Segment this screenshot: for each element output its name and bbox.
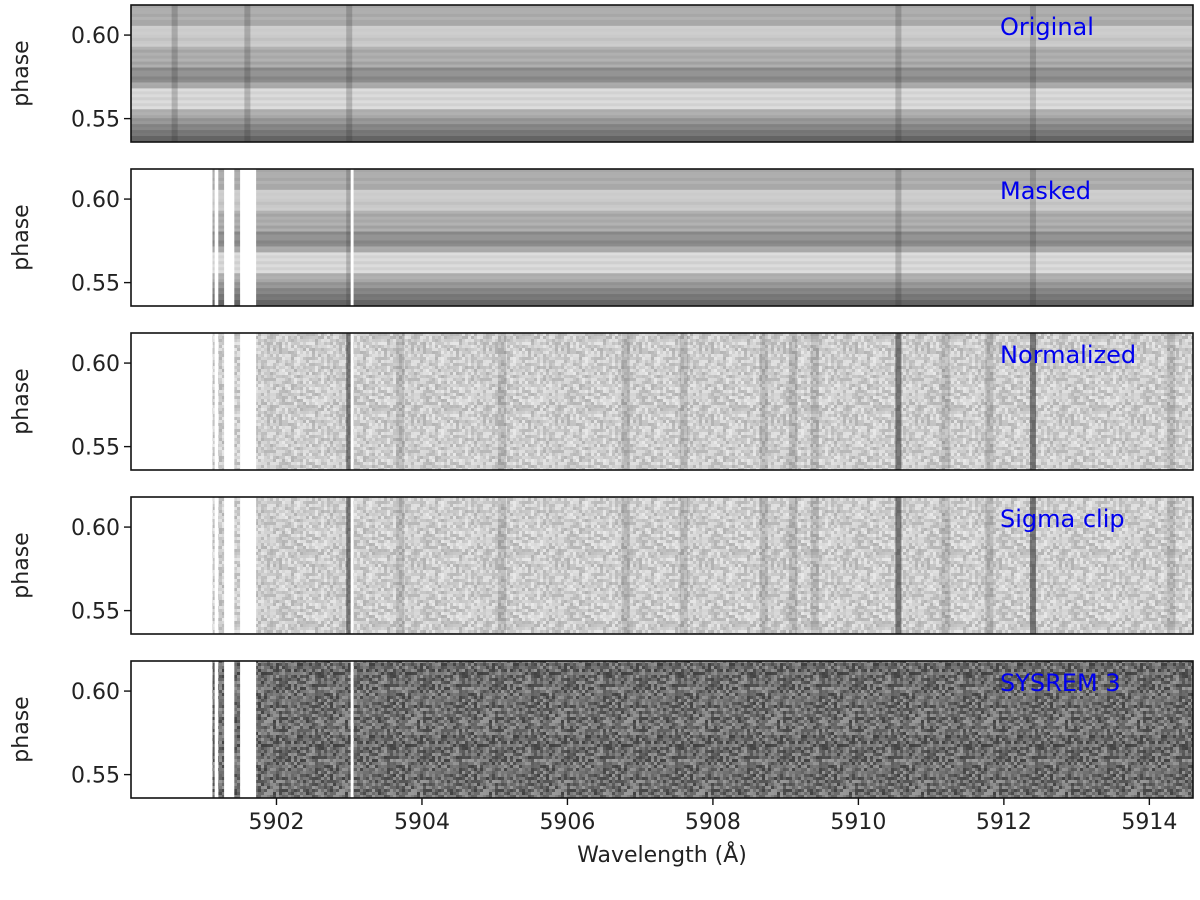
panel-label: Original (1000, 13, 1094, 41)
panel-frame (130, 660, 1194, 799)
y-tick-label: 0.60 (71, 680, 120, 705)
y-tick-label: 0.55 (71, 436, 120, 461)
y-tick-label: 0.55 (71, 764, 120, 789)
panel-normalized: 0.55 0.60 phase Normalized (9, 332, 1194, 471)
y-axis-label: phase (9, 40, 34, 106)
panels-layer: 0.55 0.60 phase Original 0.55 0.60 phase Masked… (9, 4, 1194, 799)
panel-image (131, 333, 1193, 470)
y-axis-label: phase (9, 532, 34, 598)
x-tick-label: 5908 (685, 810, 741, 835)
panel-frame (130, 332, 1194, 471)
panel-frame (130, 4, 1194, 143)
panel-image (131, 5, 1193, 142)
x-tick-label: 5902 (248, 810, 304, 835)
panel-label: Normalized (1000, 341, 1136, 369)
y-axis-label: phase (9, 696, 34, 762)
panel-frame (130, 168, 1194, 307)
x-axis: 5902 5904 5906 5908 5910 5912 5914 (248, 798, 1177, 835)
panel-sigma: 0.55 0.60 phase Sigma clip (9, 496, 1194, 635)
panel-image (131, 661, 1193, 798)
panel-frame (130, 496, 1194, 635)
panel-label: Sigma clip (1000, 505, 1125, 533)
panel-image (131, 169, 1193, 306)
panel-masked: 0.55 0.60 phase Masked (9, 168, 1194, 307)
panel-original: 0.55 0.60 phase Original (9, 4, 1194, 143)
panel-label: Masked (1000, 177, 1091, 205)
x-tick-label: 5910 (830, 810, 886, 835)
y-axis-label: phase (9, 204, 34, 270)
y-tick-label: 0.55 (71, 272, 120, 297)
y-tick-label: 0.60 (71, 516, 120, 541)
y-tick-label: 0.55 (71, 108, 120, 133)
y-tick-label: 0.60 (71, 24, 120, 49)
x-axis-label: Wavelength (Å) (577, 841, 747, 868)
x-tick-label: 5906 (539, 810, 595, 835)
x-tick-label: 5912 (976, 810, 1032, 835)
panel-image (131, 497, 1193, 634)
y-tick-label: 0.60 (71, 188, 120, 213)
y-axis-label: phase (9, 368, 34, 434)
panel-sysrem: 0.55 0.60 phase SYSREM 3 (9, 660, 1194, 799)
y-tick-label: 0.60 (71, 352, 120, 377)
x-tick-label: 5904 (394, 810, 450, 835)
x-tick-label: 5914 (1121, 810, 1177, 835)
y-tick-label: 0.55 (71, 600, 120, 625)
panel-label: SYSREM 3 (1000, 669, 1121, 697)
